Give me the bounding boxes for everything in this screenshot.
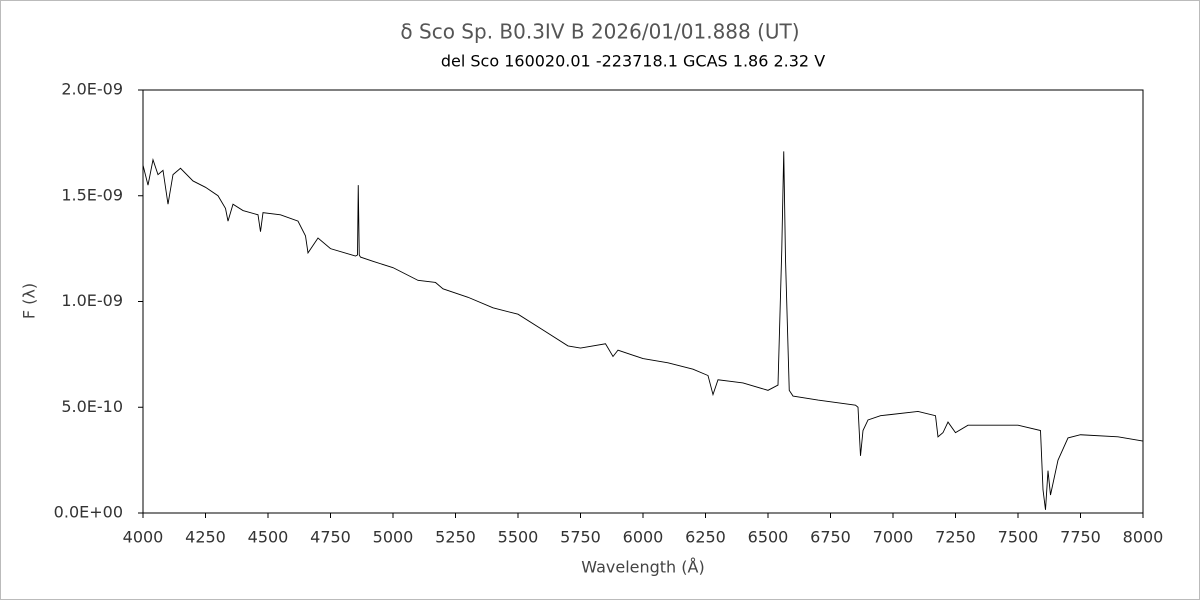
x-axis-label: Wavelength (Å) — [581, 558, 704, 577]
y-tick-label: 1.5E-09 — [61, 185, 123, 204]
x-tick-label: 7250 — [935, 528, 976, 547]
x-tick-label: 4750 — [310, 528, 351, 547]
x-tick-label: 5500 — [498, 528, 539, 547]
y-tick-label: 0.0E+00 — [54, 503, 123, 522]
x-tick-label: 6750 — [810, 528, 851, 547]
y-tick-label: 2.0E-09 — [61, 80, 123, 99]
chart-title: δ Sco Sp. B0.3IV B 2026/01/01.888 (UT) — [400, 20, 799, 44]
x-tick-label: 4500 — [248, 528, 289, 547]
x-tick-label: 4250 — [185, 528, 226, 547]
y-tick-label: 5.0E-10 — [61, 397, 123, 416]
x-tick-label: 6250 — [685, 528, 726, 547]
x-tick-label: 7000 — [873, 528, 914, 547]
x-tick-label: 7500 — [998, 528, 1039, 547]
x-tick-label: 6000 — [623, 528, 664, 547]
x-tick-label: 8000 — [1123, 528, 1164, 547]
x-tick-label: 4000 — [123, 528, 164, 547]
spectrum-line — [142, 151, 1144, 510]
x-tick-label: 5250 — [435, 528, 476, 547]
x-tick-label: 6500 — [748, 528, 789, 547]
y-axis-label: F (λ) — [20, 283, 39, 319]
chart-subtitle: del Sco 160020.01 -223718.1 GCAS 1.86 2.… — [441, 52, 825, 71]
x-tick-label: 5000 — [373, 528, 414, 547]
y-tick-label: 1.0E-09 — [61, 291, 123, 310]
x-tick-label: 7750 — [1060, 528, 1101, 547]
x-tick-label: 5750 — [560, 528, 601, 547]
